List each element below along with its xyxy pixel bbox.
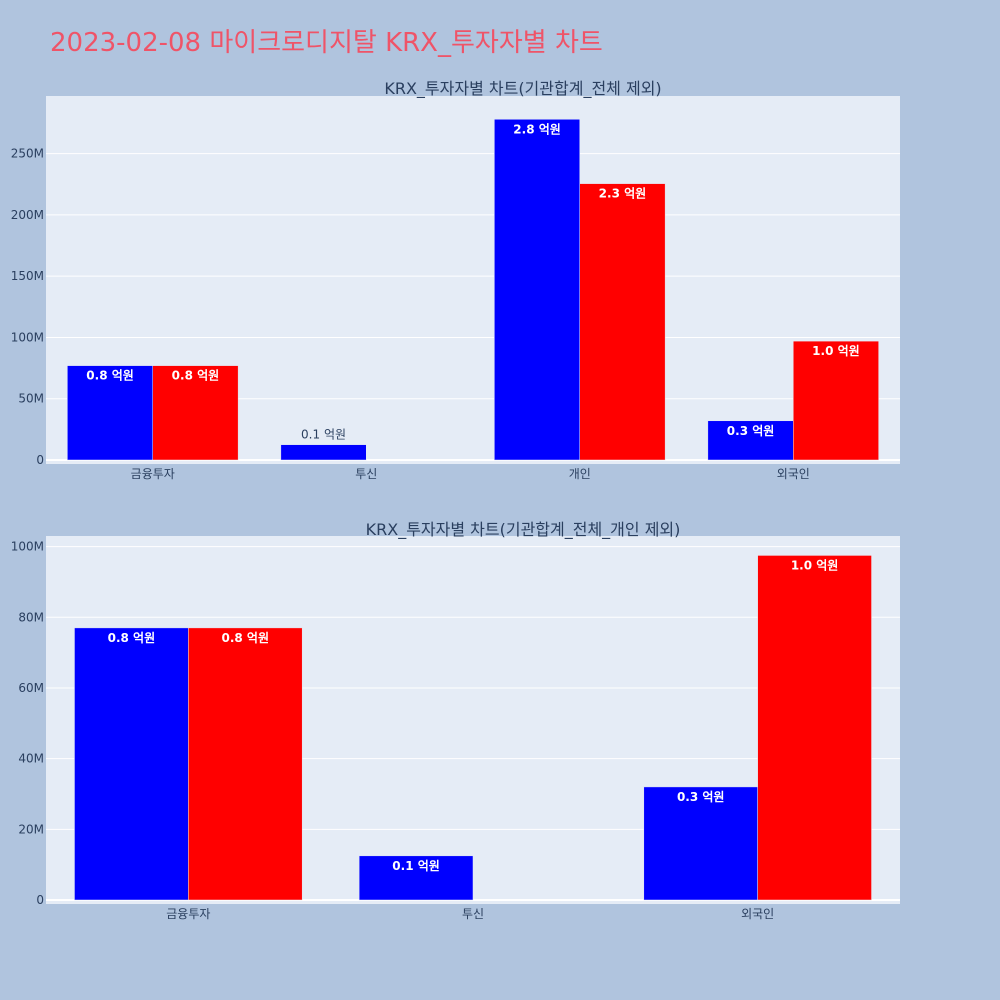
bar-value-label: 0.1 억원 bbox=[301, 428, 346, 442]
y-tick-label: 20M bbox=[18, 822, 44, 836]
bar[interactable] bbox=[757, 555, 872, 901]
chart-top: 0 50M 100M 150M 200M 250M KRX_투자자별 차트(기관합계_전체 … bbox=[11, 79, 900, 481]
bar[interactable] bbox=[280, 444, 367, 461]
bar-value-label: 1.0 억원 bbox=[812, 344, 860, 358]
x-tick-label: 금융투자 bbox=[166, 907, 210, 921]
bar-value-label: 0.8 억원 bbox=[86, 369, 134, 383]
x-tick-label: 외국인 bbox=[741, 907, 774, 921]
x-tick-label: 금융투자 bbox=[131, 467, 175, 481]
x-tick-label: 외국인 bbox=[777, 467, 810, 481]
bar[interactable] bbox=[793, 340, 879, 461]
y-tick-label: 100M bbox=[11, 330, 44, 344]
bar-value-label: 0.3 억원 bbox=[727, 424, 775, 438]
y-tick-label: 0 bbox=[36, 893, 44, 907]
y-tick-label: 60M bbox=[18, 681, 44, 695]
y-tick-label: 100M bbox=[11, 540, 44, 554]
bar[interactable] bbox=[188, 627, 303, 901]
chart-bottom: 0 20M 40M 60M 80M 100M KRX_투자자별 차트(기관합계_전체_개인 … bbox=[11, 520, 900, 921]
bar-value-label: 2.8 억원 bbox=[513, 122, 561, 136]
bar[interactable] bbox=[707, 420, 794, 461]
bar[interactable] bbox=[494, 119, 581, 461]
x-tick-label: 개인 bbox=[569, 467, 591, 481]
y-tick-label: 250M bbox=[11, 147, 44, 161]
bar-value-label: 0.8 억원 bbox=[108, 631, 156, 645]
page-title: 2023-02-08 마이크로디지탈 KRX_투자자별 차트 bbox=[50, 28, 603, 58]
y-tick-label: 150M bbox=[11, 269, 44, 283]
bar-value-label: 0.8 억원 bbox=[222, 631, 270, 645]
chart-title: KRX_투자자별 차트(기관합계_전체_개인 제외) bbox=[366, 520, 681, 540]
y-tick-label: 80M bbox=[18, 610, 44, 624]
bar[interactable] bbox=[358, 855, 474, 901]
y-tick-label: 0 bbox=[36, 453, 44, 467]
chart-title: KRX_투자자별 차트(기관합계_전체 제외) bbox=[384, 79, 661, 99]
bar-value-label: 0.3 억원 bbox=[677, 790, 725, 804]
bar[interactable] bbox=[579, 183, 666, 461]
bar[interactable] bbox=[67, 365, 153, 461]
x-tick-label: 투신 bbox=[355, 467, 377, 481]
y-tick-label: 40M bbox=[18, 752, 44, 766]
bar-value-label: 0.1 억원 bbox=[392, 859, 440, 873]
bar-value-label: 0.8 억원 bbox=[172, 369, 220, 383]
y-tick-label: 50M bbox=[18, 392, 44, 406]
bar-value-label: 1.0 억원 bbox=[791, 558, 839, 572]
bar-value-label: 2.3 억원 bbox=[599, 187, 647, 201]
bar[interactable] bbox=[152, 365, 239, 461]
y-tick-label: 200M bbox=[11, 208, 44, 222]
x-tick-label: 투신 bbox=[462, 907, 484, 921]
bar[interactable] bbox=[643, 786, 758, 901]
bar[interactable] bbox=[74, 627, 189, 901]
